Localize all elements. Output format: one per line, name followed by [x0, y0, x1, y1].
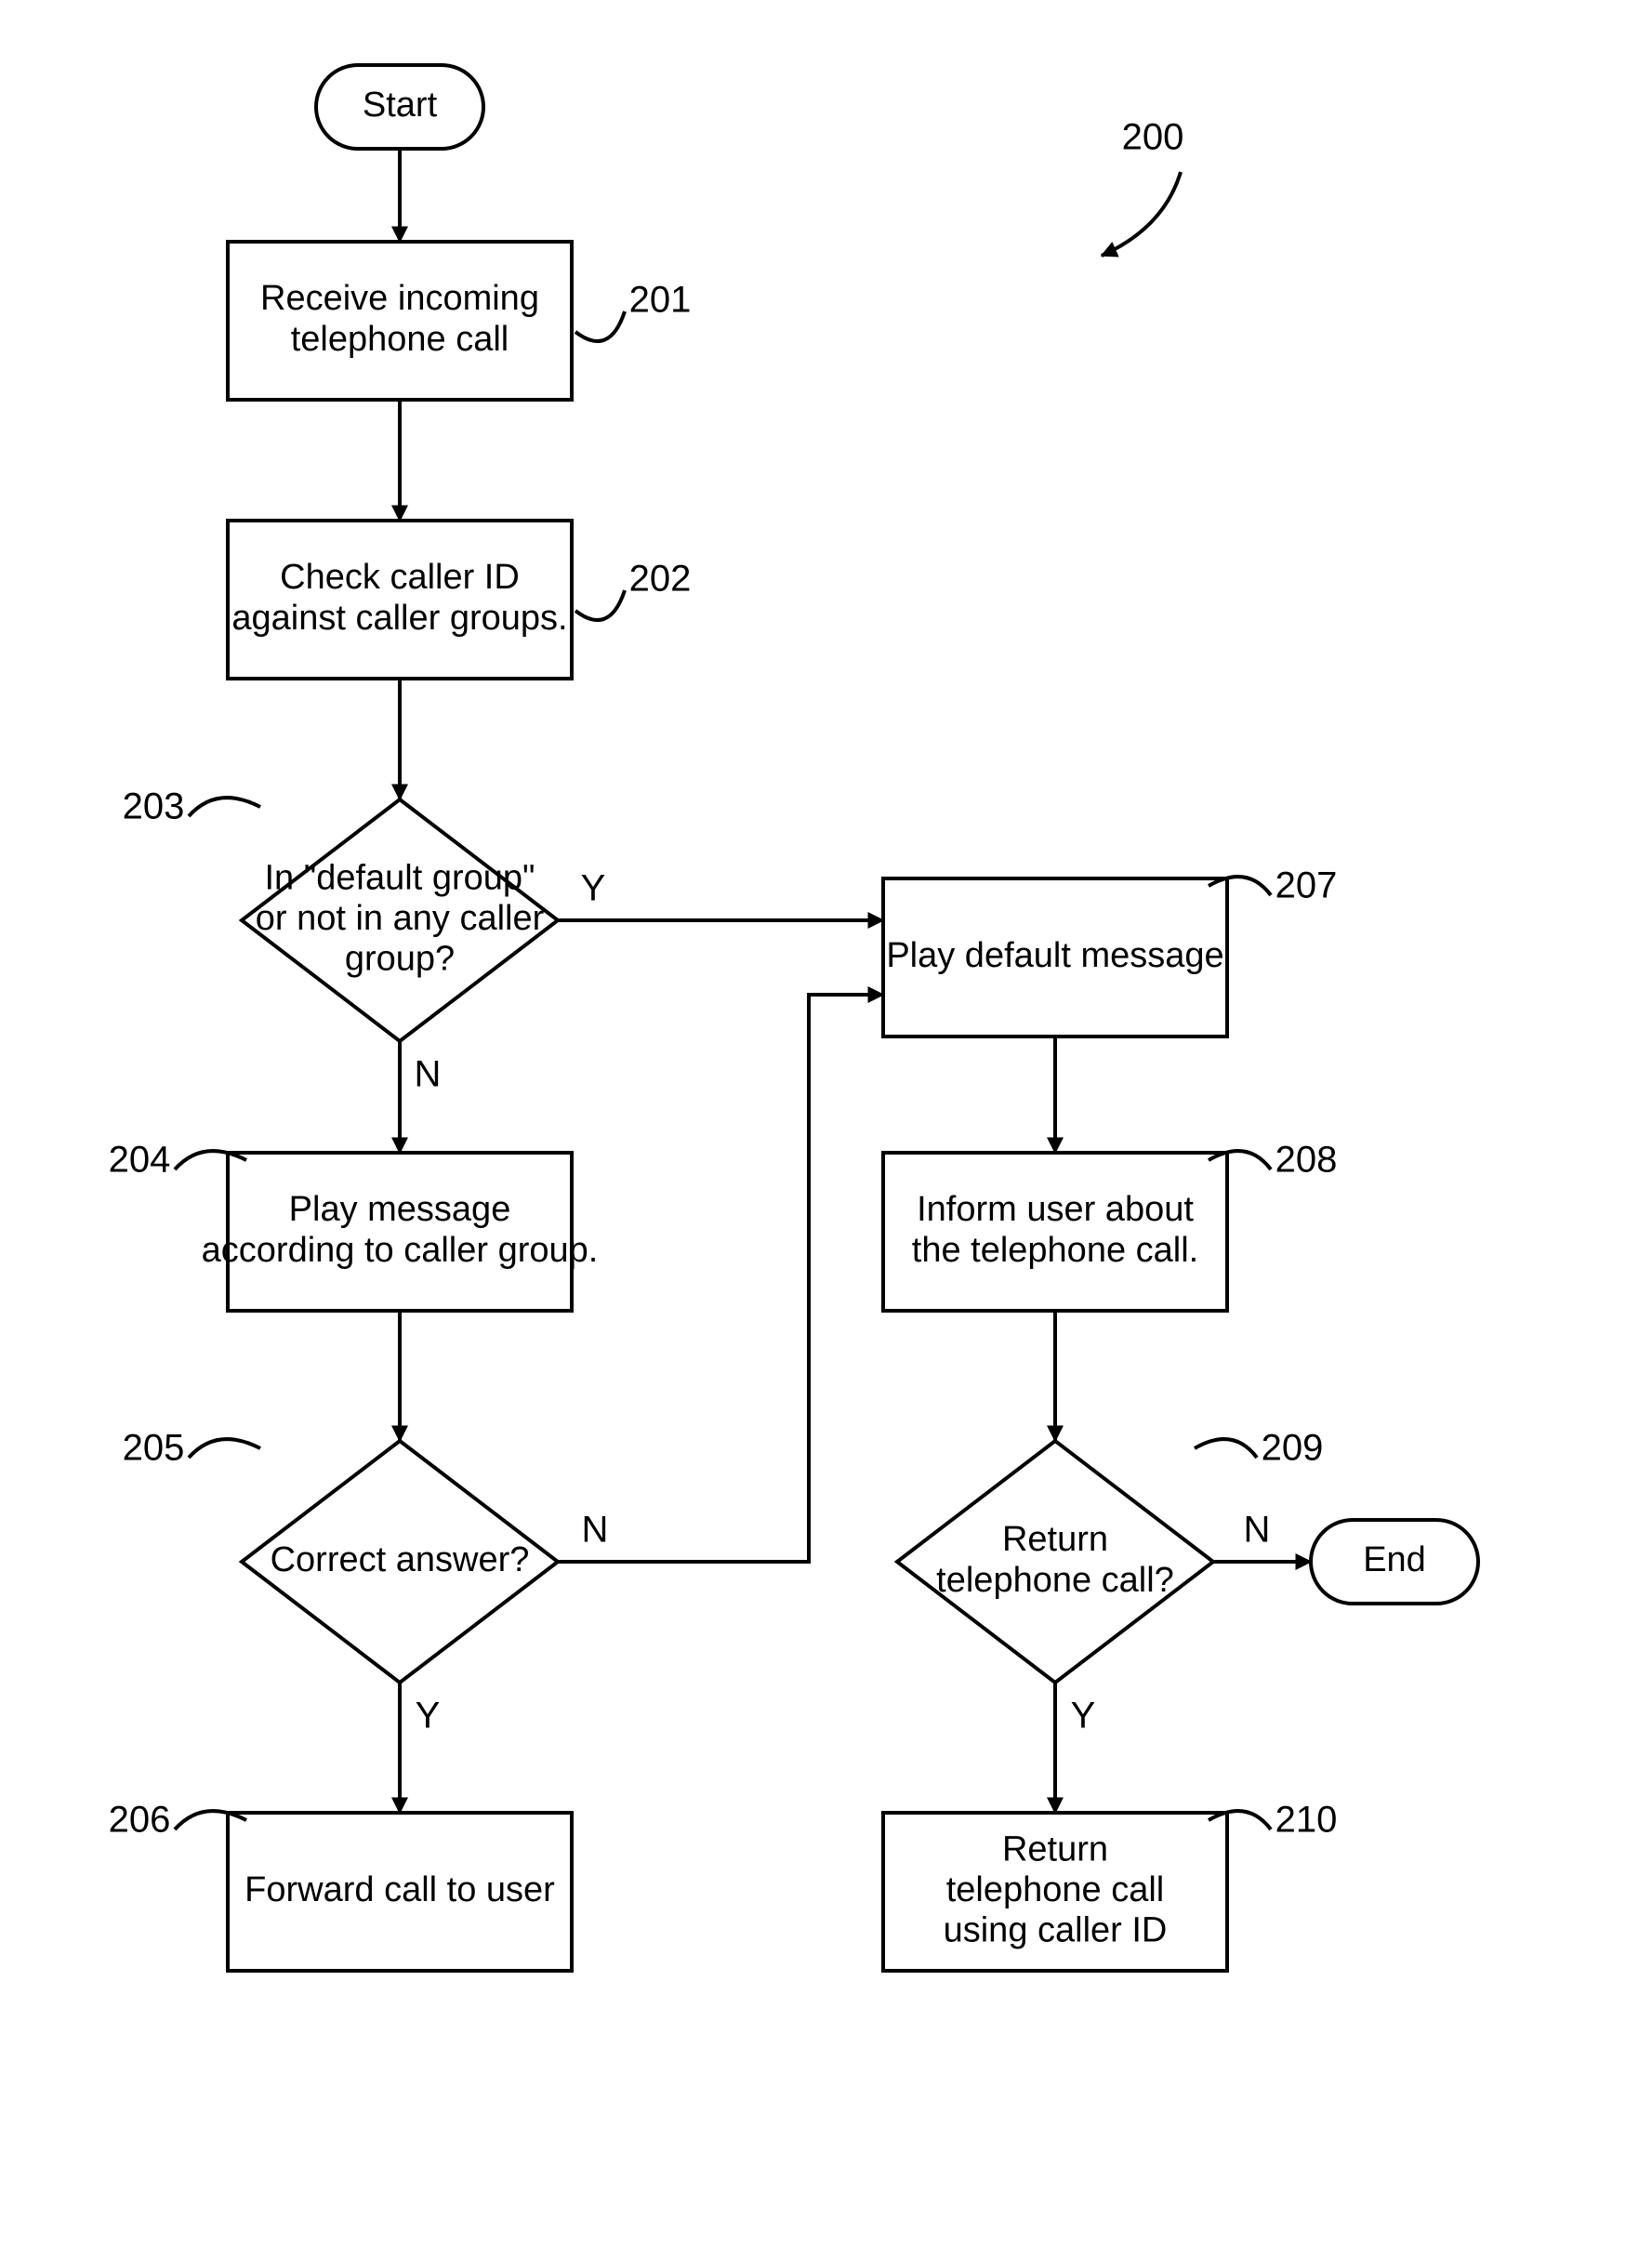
node-start-line-0: Start	[363, 86, 438, 125]
refnum-n202: 202	[629, 559, 692, 600]
refnum-n205: 205	[123, 1428, 185, 1469]
leader-n201	[575, 311, 625, 341]
flowchart-figure: StartReceive incomingtelephone callCheck…	[0, 0, 1652, 2245]
node-n204-line-1: according to caller group.	[202, 1231, 599, 1270]
refnum-n201: 201	[629, 280, 692, 321]
refnum-n203: 203	[123, 786, 185, 827]
leader-n205	[189, 1439, 260, 1458]
node-n209: Returntelephone call?	[897, 1441, 1213, 1683]
leader-n209	[1195, 1439, 1257, 1458]
edge-n203-n207-label: Y	[581, 868, 606, 909]
node-n209-line-0: Return	[1002, 1520, 1108, 1559]
node-n203-line-0: In "default group"	[264, 858, 535, 897]
node-n201-line-1: telephone call	[291, 320, 509, 359]
node-n209-line-1: telephone call?	[936, 1561, 1174, 1600]
node-n206-line-0: Forward call to user	[244, 1870, 555, 1909]
node-n204: Play messageaccording to caller group.	[202, 1153, 599, 1311]
node-n204-line-0: Play message	[289, 1190, 511, 1229]
node-end-line-0: End	[1363, 1540, 1426, 1579]
edge-n209-n210-label: Y	[1071, 1696, 1096, 1737]
node-n208-line-1: the telephone call.	[912, 1231, 1198, 1270]
node-start: Start	[316, 65, 483, 149]
node-n201-line-0: Receive incoming	[260, 279, 539, 318]
leader-n203	[189, 798, 260, 816]
node-n203: In "default group"or not in any callergr…	[242, 799, 558, 1041]
node-n210-line-1: telephone call	[946, 1870, 1165, 1909]
refnum-n206: 206	[109, 1800, 171, 1841]
figure-refnum: 200	[1122, 117, 1184, 158]
edge-n209-end-label: N	[1244, 1510, 1271, 1551]
edge-n205-n207	[558, 995, 883, 1562]
node-n206: Forward call to user	[228, 1813, 572, 1971]
node-n208: Inform user aboutthe telephone call.	[883, 1153, 1227, 1311]
refnum-n207: 207	[1275, 865, 1338, 906]
node-n202-line-1: against caller groups.	[231, 599, 567, 638]
node-n208-line-0: Inform user about	[917, 1190, 1194, 1229]
node-n205: Correct answer?	[242, 1441, 558, 1683]
node-n202-line-0: Check caller ID	[280, 558, 520, 597]
node-n210-line-0: Return	[1002, 1829, 1108, 1869]
node-n210-line-2: using caller ID	[944, 1911, 1168, 1950]
node-n205-line-0: Correct answer?	[271, 1540, 530, 1579]
node-n210: Returntelephone callusing caller ID	[883, 1813, 1227, 1971]
edge-n203-n204-label: N	[415, 1054, 442, 1095]
node-n207-line-0: Play default message	[886, 936, 1223, 975]
edge-n205-n207-label: N	[582, 1510, 609, 1551]
refnum-n208: 208	[1275, 1140, 1338, 1181]
node-end: End	[1311, 1520, 1478, 1604]
refnum-n209: 209	[1262, 1428, 1324, 1469]
refnum-n210: 210	[1275, 1800, 1338, 1841]
refnum-n204: 204	[109, 1140, 171, 1181]
node-n207: Play default message	[883, 878, 1227, 1037]
edge-n205-n206-label: Y	[416, 1696, 441, 1737]
figure-ref-arrow	[1102, 172, 1181, 256]
node-n202: Check caller IDagainst caller groups.	[228, 521, 572, 679]
node-n201: Receive incomingtelephone call	[228, 242, 572, 400]
leader-n202	[575, 590, 625, 620]
node-n203-line-2: group?	[345, 940, 455, 979]
node-n203-line-1: or not in any caller	[256, 899, 545, 938]
